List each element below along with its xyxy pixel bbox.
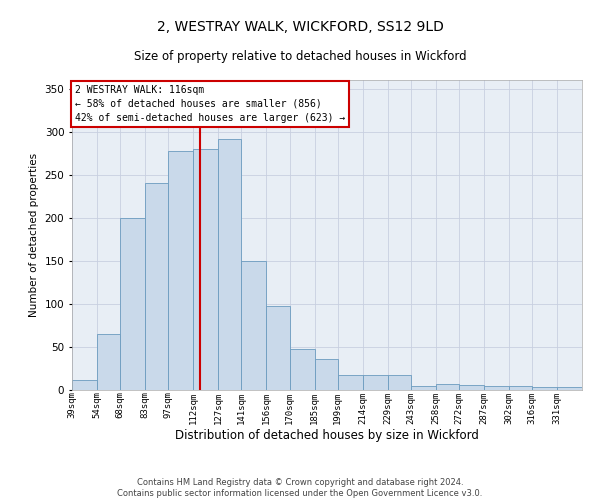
Text: 2, WESTRAY WALK, WICKFORD, SS12 9LD: 2, WESTRAY WALK, WICKFORD, SS12 9LD bbox=[157, 20, 443, 34]
Bar bbox=[72, 380, 97, 390]
Bar bbox=[169, 150, 193, 390]
Text: Contains HM Land Registry data © Crown copyright and database right 2024.
Contai: Contains HM Land Registry data © Crown c… bbox=[118, 478, 482, 498]
Bar bbox=[290, 348, 314, 390]
Text: 2 WESTRAY WALK: 116sqm
← 58% of detached houses are smaller (856)
42% of semi-de: 2 WESTRAY WALK: 116sqm ← 58% of detached… bbox=[74, 84, 345, 122]
Bar bbox=[388, 374, 411, 390]
Bar bbox=[509, 386, 532, 390]
Bar bbox=[459, 385, 484, 390]
Bar bbox=[266, 306, 290, 390]
Bar bbox=[436, 384, 459, 390]
Bar bbox=[484, 386, 509, 390]
Text: Size of property relative to detached houses in Wickford: Size of property relative to detached ho… bbox=[134, 50, 466, 63]
Bar bbox=[241, 261, 266, 390]
Y-axis label: Number of detached properties: Number of detached properties bbox=[29, 153, 39, 317]
Bar bbox=[557, 388, 582, 390]
Bar bbox=[145, 184, 169, 390]
Bar bbox=[338, 376, 363, 390]
Bar bbox=[218, 138, 241, 390]
X-axis label: Distribution of detached houses by size in Wickford: Distribution of detached houses by size … bbox=[175, 429, 479, 442]
Bar bbox=[314, 359, 338, 390]
Bar bbox=[363, 376, 388, 390]
Bar bbox=[120, 218, 145, 390]
Bar bbox=[532, 388, 557, 390]
Bar bbox=[193, 149, 218, 390]
Bar bbox=[97, 334, 120, 390]
Bar bbox=[411, 386, 436, 390]
